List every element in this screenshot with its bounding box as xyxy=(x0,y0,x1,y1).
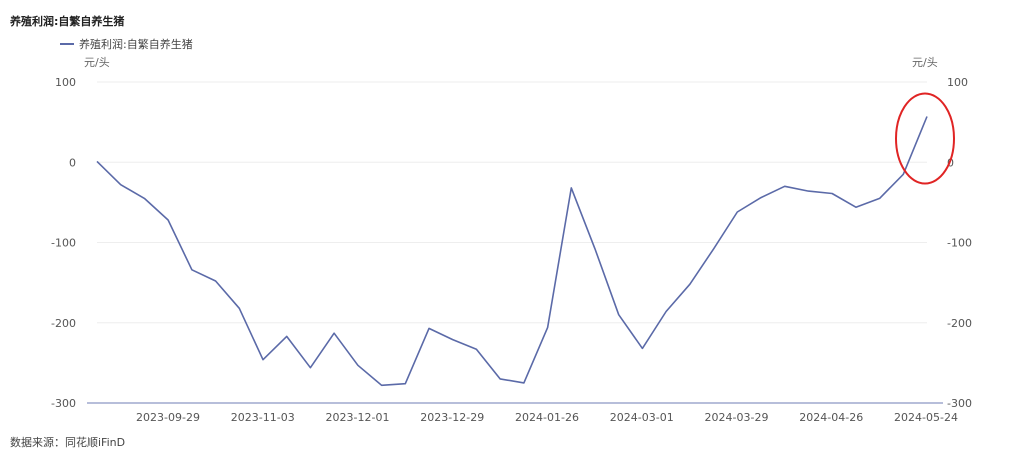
x-tick-label: 2024-05-24 xyxy=(894,411,958,424)
y-tick-label-left: -100 xyxy=(51,237,76,250)
highlight-ellipse xyxy=(895,92,955,185)
legend: 养殖利润:自繁自养生猪 xyxy=(60,36,193,52)
x-tick-label: 2024-01-26 xyxy=(515,411,579,424)
y-axis-unit-right: 元/头 xyxy=(912,56,938,69)
y-tick-label-right: -300 xyxy=(947,397,972,410)
y-tick-label-left: 0 xyxy=(69,156,76,169)
y-tick-label-right: 100 xyxy=(947,76,968,89)
x-tick-label: 2023-11-03 xyxy=(231,411,295,424)
y-tick-label-right: -100 xyxy=(947,237,972,250)
y-axis-unit-left: 元/头 xyxy=(84,56,110,69)
y-tick-label-left: -300 xyxy=(51,397,76,410)
x-tick-label: 2024-03-29 xyxy=(705,411,769,424)
legend-line-icon xyxy=(60,43,74,45)
x-tick-label: 2024-03-01 xyxy=(610,411,674,424)
x-tick-label: 2023-09-29 xyxy=(136,411,200,424)
y-tick-label-right: -200 xyxy=(947,317,972,330)
y-tick-label-left: 100 xyxy=(55,76,76,89)
chart-title: 养殖利润:自繁自养生猪 xyxy=(10,15,125,28)
x-tick-label: 2024-04-26 xyxy=(799,411,863,424)
legend-label: 养殖利润:自繁自养生猪 xyxy=(79,38,193,51)
y-tick-label-left: -200 xyxy=(51,317,76,330)
x-tick-label: 2023-12-29 xyxy=(420,411,484,424)
data-source: 数据来源：同花顺iFinD xyxy=(10,436,126,449)
x-tick-label: 2023-12-01 xyxy=(326,411,390,424)
series-line xyxy=(96,116,928,387)
